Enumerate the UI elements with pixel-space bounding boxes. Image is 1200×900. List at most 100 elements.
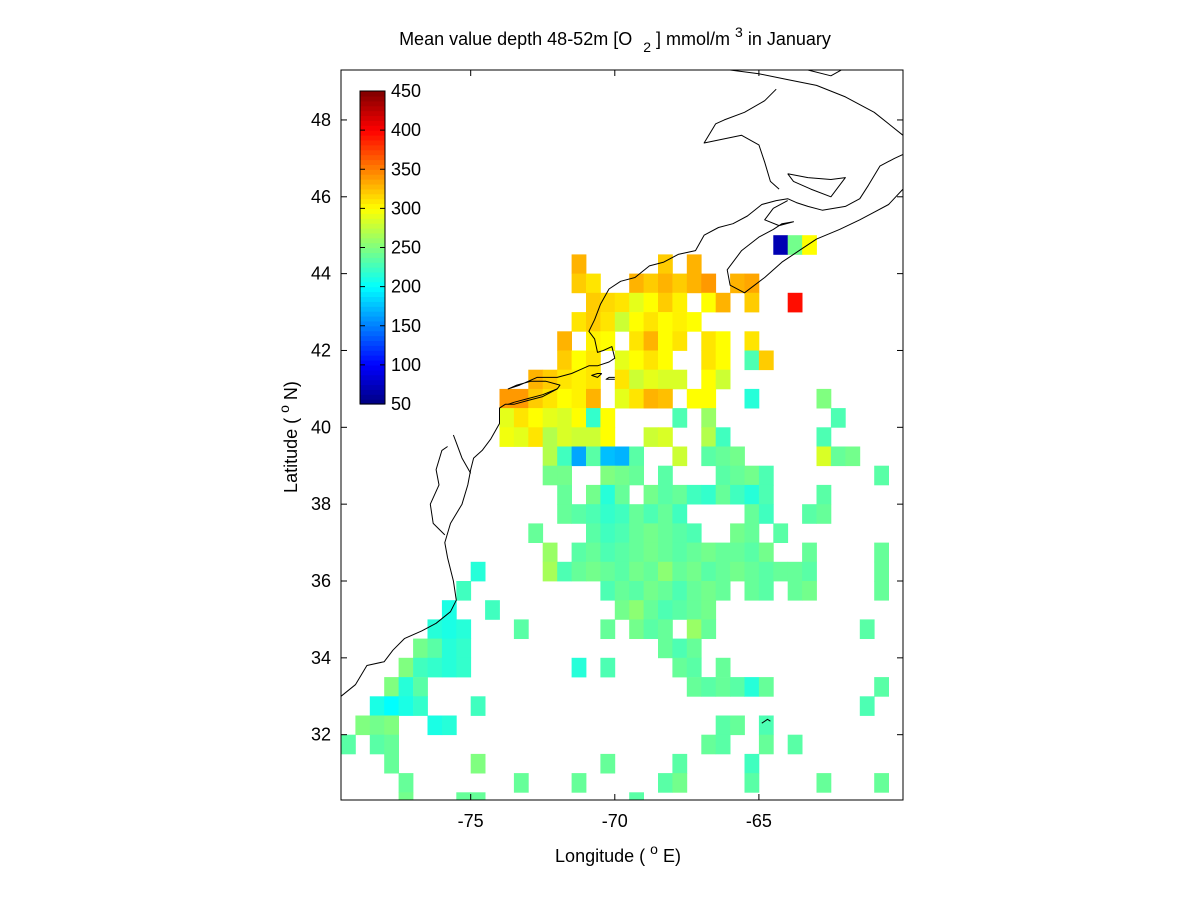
heatmap-cell xyxy=(643,350,659,371)
heatmap-cell xyxy=(758,561,774,582)
heatmap-cell xyxy=(802,504,817,524)
heatmap-cell xyxy=(384,734,399,755)
heatmap-cell xyxy=(528,427,544,447)
heatmap-cell xyxy=(701,484,717,505)
heatmap-cell xyxy=(629,331,644,351)
heatmap-cell xyxy=(773,235,789,255)
heatmap-cell xyxy=(600,408,616,428)
heatmap-cell xyxy=(686,581,702,601)
heatmap-cell xyxy=(571,312,587,332)
colorbar-tick-label: 50 xyxy=(391,394,411,414)
colorbar-step xyxy=(360,399,385,405)
coastline-segment xyxy=(726,188,903,294)
heatmap-cell xyxy=(686,523,702,543)
heatmap-cell xyxy=(758,734,774,755)
heatmap-cell xyxy=(384,677,399,697)
x-tick-label: -70 xyxy=(602,811,628,831)
heatmap-cell xyxy=(758,484,774,505)
heatmap-cell xyxy=(557,408,572,428)
heatmap-cell xyxy=(859,619,875,639)
heatmap-cell xyxy=(787,561,803,582)
heatmap-cell xyxy=(456,792,472,800)
colorbar-step xyxy=(360,183,385,190)
heatmap-cell xyxy=(643,561,659,582)
y-axis-ticks: 32 34 36 38 40 42 44 46 48 xyxy=(311,110,903,745)
colorbar-step xyxy=(360,364,385,371)
heatmap-cell xyxy=(686,561,702,582)
heatmap-cell xyxy=(629,561,644,582)
heatmap-cell xyxy=(686,600,702,620)
coastline-segment xyxy=(508,388,558,405)
heatmap-cell xyxy=(715,715,731,736)
heatmap-cell xyxy=(874,581,889,601)
x-axis-label-superscript: o xyxy=(650,841,658,857)
heatmap-cell xyxy=(658,465,673,486)
heatmap-cell xyxy=(859,696,875,716)
heatmap-cell xyxy=(557,331,572,351)
heatmap-cell xyxy=(715,561,731,582)
heatmap-cell xyxy=(802,542,817,563)
chart-title-subscript: 2 xyxy=(643,39,651,55)
heatmap-cell xyxy=(658,619,673,639)
heatmap-cell xyxy=(456,638,472,659)
heatmap-cell xyxy=(441,715,457,736)
heatmap-cell xyxy=(513,408,529,428)
heatmap-cell xyxy=(643,427,659,447)
heatmap-cell xyxy=(787,581,803,601)
heatmap-cell xyxy=(672,638,688,659)
heatmap-cell xyxy=(600,312,616,332)
colorbar-tick-label: 300 xyxy=(391,198,421,218)
colorbar-step xyxy=(360,198,385,205)
heatmap-cell xyxy=(470,696,486,716)
heatmap-cell xyxy=(730,542,745,563)
heatmap-cell xyxy=(773,523,789,543)
chart-title: Mean value depth 48-52m [O 2 ] mmol/m 3 … xyxy=(399,21,831,56)
heatmap-cell xyxy=(658,484,673,505)
heatmap-cell xyxy=(629,446,644,467)
chart-title-suffix: in January xyxy=(748,29,831,49)
colorbar-step xyxy=(360,95,385,102)
y-tick-label: 38 xyxy=(311,494,331,514)
heatmap-cell xyxy=(643,484,659,505)
colorbar-step xyxy=(360,384,385,390)
heatmap-cell xyxy=(802,561,817,582)
colorbar-step xyxy=(360,267,385,273)
heatmap-cell xyxy=(398,773,414,793)
colorbar-step xyxy=(360,335,385,342)
coastline-segment xyxy=(429,446,448,536)
heatmap-cell xyxy=(571,369,587,390)
x-tick-label: -65 xyxy=(746,811,772,831)
heatmap-cell xyxy=(845,446,861,467)
colorbar-step xyxy=(360,340,385,346)
heatmap-cell xyxy=(629,581,644,601)
colorbar-step xyxy=(360,120,385,126)
colorbar-step xyxy=(360,110,385,117)
heatmap-cell xyxy=(614,504,630,524)
heatmap-cell xyxy=(730,561,745,582)
heatmap-cell xyxy=(672,292,688,313)
heatmap-cell xyxy=(701,292,717,313)
colorbar: 50 100 150 200 250 300 350 400 450 xyxy=(359,81,421,414)
heatmap-cell xyxy=(715,484,731,505)
heatmap-cell xyxy=(701,388,717,409)
coastline-segment xyxy=(452,434,472,474)
colorbar-step xyxy=(360,232,385,239)
heatmap-cell xyxy=(384,696,399,716)
x-axis-ticks: -75 -70 -65 xyxy=(458,70,772,831)
chart-title-main: Mean value depth 48-52m [O xyxy=(399,29,632,49)
colorbar-step xyxy=(360,247,385,253)
colorbar-tick-label: 250 xyxy=(391,238,421,258)
heatmap-cell xyxy=(441,619,457,639)
heatmap-cell xyxy=(744,581,760,601)
heatmap-cell xyxy=(672,446,688,467)
heatmap-cell xyxy=(571,561,587,582)
heatmap-cell xyxy=(427,638,443,659)
heatmap-cell xyxy=(413,677,428,697)
heatmap-cell xyxy=(600,657,616,678)
colorbar-step xyxy=(360,100,385,107)
heatmap-cell xyxy=(629,350,644,371)
heatmap-cell xyxy=(499,408,515,428)
heatmap-cell xyxy=(658,638,673,659)
colorbar-step xyxy=(360,389,385,395)
